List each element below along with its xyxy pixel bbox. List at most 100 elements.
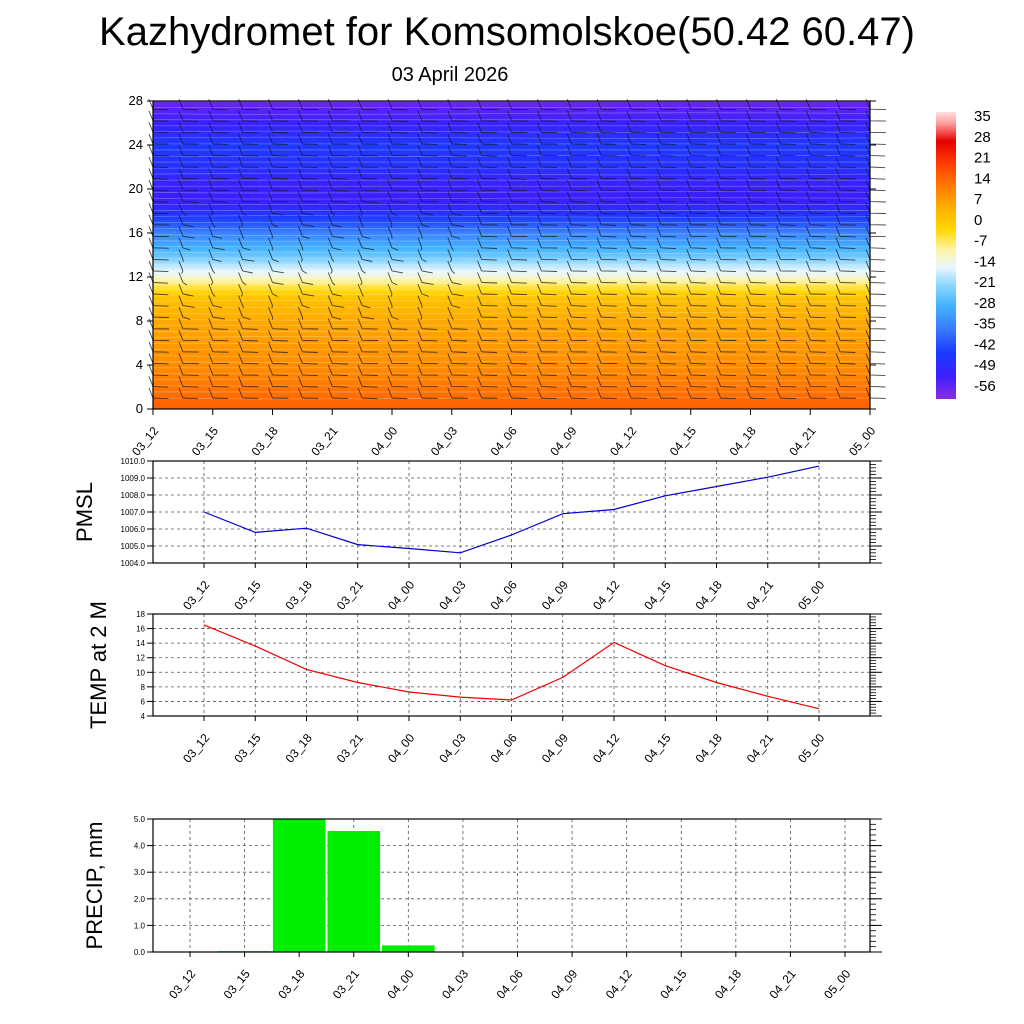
wind-barb bbox=[387, 168, 408, 180]
wind-barb bbox=[268, 249, 279, 263]
wind-barb bbox=[566, 145, 588, 157]
wind-barb bbox=[417, 145, 438, 157]
wind-barb bbox=[357, 295, 371, 309]
wind-barb bbox=[417, 156, 438, 168]
wind-barb bbox=[865, 306, 886, 318]
wind-barb bbox=[447, 156, 468, 169]
wind-barb bbox=[417, 376, 438, 388]
wind-barb bbox=[178, 272, 188, 286]
wind-barb bbox=[507, 191, 528, 203]
wind-barb bbox=[686, 122, 707, 134]
wind-barb bbox=[238, 191, 259, 203]
wind-barb bbox=[716, 272, 736, 284]
wind-barb bbox=[357, 203, 363, 216]
wind-barb bbox=[596, 364, 618, 376]
x-tick-label: 03_12 bbox=[166, 967, 198, 1002]
y-tick-label: 12 bbox=[136, 654, 145, 663]
wind-barb bbox=[208, 306, 225, 320]
wind-barb bbox=[148, 306, 169, 318]
wind-barb bbox=[656, 283, 677, 295]
wind-barb bbox=[716, 364, 737, 377]
wind-barb bbox=[387, 283, 393, 297]
wind-barb bbox=[208, 272, 214, 286]
wind-barb bbox=[656, 341, 677, 353]
wind-barb bbox=[148, 387, 169, 400]
y-tick-label: 1007.0 bbox=[121, 508, 146, 517]
wind-barb bbox=[148, 156, 169, 169]
wind-barb bbox=[387, 272, 398, 286]
wind-barb bbox=[327, 179, 348, 192]
wind-barb bbox=[238, 306, 251, 320]
wind-barb bbox=[865, 272, 886, 284]
wind-barb bbox=[596, 226, 617, 238]
wind-barb bbox=[387, 226, 393, 239]
x-tick-label: 03_21 bbox=[334, 731, 366, 766]
wind-barb bbox=[447, 387, 468, 399]
wind-barb bbox=[148, 179, 169, 192]
wind-barb bbox=[417, 364, 438, 376]
wind-barb bbox=[477, 283, 498, 295]
wind-barb bbox=[775, 110, 796, 122]
y-axis-title: PRECIP, mm bbox=[82, 822, 107, 950]
wind-barb bbox=[357, 249, 373, 262]
wind-barb bbox=[716, 249, 737, 261]
wind-barb bbox=[268, 341, 288, 353]
wind-barb bbox=[387, 110, 408, 122]
wind-barb bbox=[536, 387, 557, 400]
wind-barb bbox=[327, 341, 349, 353]
temperature-isoline bbox=[152, 342, 871, 345]
precip-bar bbox=[327, 831, 381, 952]
wind-barb bbox=[507, 295, 528, 307]
wind-barb bbox=[865, 191, 886, 203]
temperature-isoline bbox=[152, 300, 871, 303]
temperature-isoline bbox=[152, 324, 871, 327]
wind-barb bbox=[656, 260, 677, 273]
wind-barb bbox=[268, 306, 273, 320]
wind-barb bbox=[865, 226, 886, 238]
wind-barb bbox=[208, 237, 225, 251]
y-tick-label: 1004.0 bbox=[121, 559, 146, 568]
temperature-isoline bbox=[152, 161, 871, 163]
wind-barb bbox=[357, 191, 378, 203]
wind-barb bbox=[238, 156, 259, 168]
series-line bbox=[203, 465, 820, 554]
wind-barb bbox=[835, 249, 856, 261]
colorbar-label: 35 bbox=[974, 108, 991, 125]
temperature-isoline bbox=[152, 215, 871, 218]
x-tick-label: 04_00 bbox=[385, 731, 417, 766]
wind-barb bbox=[835, 272, 856, 284]
wind-barb bbox=[447, 145, 468, 157]
wind-barb bbox=[835, 203, 857, 214]
wind-barb bbox=[626, 295, 647, 307]
cross-section-panel: 0 4 8 12 16 20 24 28 03_12 03_15 03_18 03_21 04_00 04… bbox=[129, 93, 886, 458]
wind-barb bbox=[297, 156, 318, 169]
wind-barb bbox=[238, 214, 244, 228]
wind-barb bbox=[746, 133, 767, 145]
wind-barb bbox=[387, 237, 399, 251]
wind-barb bbox=[297, 318, 319, 330]
wind-barb bbox=[716, 203, 737, 215]
wind-barb bbox=[596, 122, 617, 134]
wind-barb bbox=[775, 353, 797, 365]
wind-barb bbox=[417, 179, 438, 191]
wind-barb bbox=[656, 214, 677, 226]
wind-barb bbox=[656, 376, 677, 388]
temp-2m-panel: 4 6 8 10 12 14 16 18 03_12 03_15 03_18 03_21 04_00 04… bbox=[86, 601, 882, 765]
wind-barb bbox=[686, 387, 707, 399]
x-tick-label: 04_12 bbox=[603, 967, 635, 1002]
temperature-isoline bbox=[152, 360, 871, 363]
colorbar-label: -56 bbox=[974, 378, 996, 395]
wind-barb bbox=[805, 341, 826, 353]
wind-barb bbox=[805, 260, 827, 272]
wind-barb bbox=[417, 133, 438, 146]
wind-barb bbox=[507, 156, 527, 169]
wind-barb bbox=[387, 306, 399, 320]
wind-barb bbox=[447, 341, 468, 353]
chart-date: 03 April 2026 bbox=[391, 64, 509, 86]
wind-barb bbox=[477, 341, 497, 353]
wind-barb bbox=[387, 133, 408, 145]
wind-barb bbox=[746, 272, 767, 284]
wind-barb bbox=[507, 306, 528, 318]
wind-barb bbox=[805, 237, 826, 249]
wind-barb bbox=[656, 364, 677, 376]
